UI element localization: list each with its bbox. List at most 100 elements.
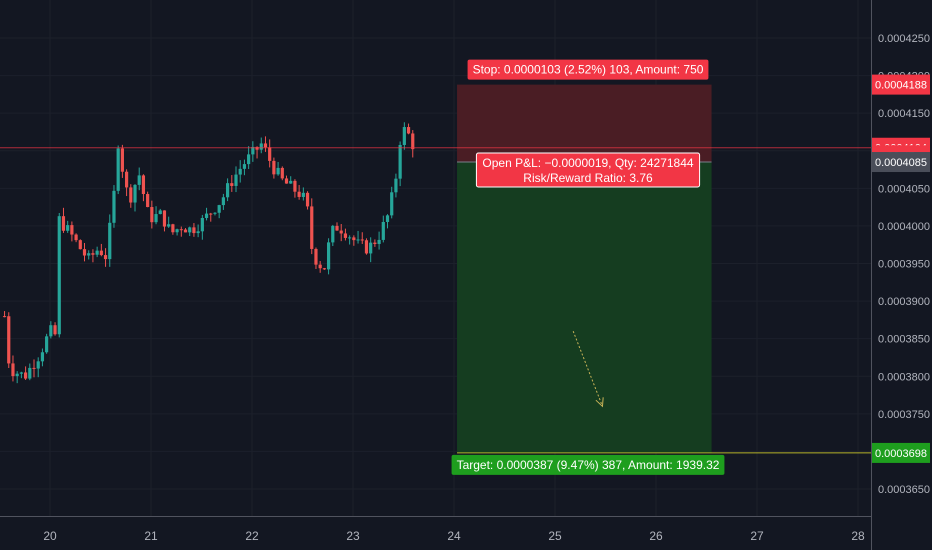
candle-bull <box>238 168 242 175</box>
candle-bear <box>82 249 87 256</box>
candle-bear <box>78 240 82 250</box>
candle-bear <box>411 133 415 150</box>
price-marker-label: 0.0003698 <box>875 448 927 460</box>
time-tick-label: 26 <box>649 529 663 543</box>
candle-bear <box>263 143 268 148</box>
short-position-zone[interactable] <box>457 84 712 453</box>
candle-bear <box>53 325 57 335</box>
stop-label-box <box>467 59 709 80</box>
candle-bull <box>326 242 331 270</box>
risk-zone[interactable] <box>457 84 712 163</box>
candle-bear <box>339 230 343 234</box>
time-tick-label: 21 <box>144 529 158 543</box>
candle-bull <box>137 175 141 185</box>
candle-bear <box>91 253 95 255</box>
candle-bull <box>112 190 116 223</box>
price-marker: 0.0004085 <box>872 152 930 173</box>
candle-bear <box>146 194 150 208</box>
price-tick-label: 0.0004250 <box>878 33 930 45</box>
candle-bull <box>204 213 209 218</box>
candle-bull <box>247 154 251 165</box>
price-marker-label: 0.0004085 <box>875 157 927 169</box>
candle-bull <box>175 229 179 233</box>
candle-bull <box>398 144 402 179</box>
candle-bear <box>322 268 326 270</box>
price-marker-label: 0.0004188 <box>875 80 927 92</box>
candle-bear <box>255 146 259 150</box>
candle-bear <box>314 248 318 265</box>
candle-bull <box>154 214 158 223</box>
candle-bear <box>230 183 234 186</box>
candle-bear <box>272 160 276 175</box>
price-tick-label: 0.0003750 <box>878 409 930 421</box>
pnl-label-line2: Risk/Reward Ratio: 3.76 <box>523 171 653 185</box>
candle-bull <box>369 242 373 254</box>
candle-bull <box>221 197 225 206</box>
candle-bear <box>11 363 15 377</box>
candle-bull <box>390 192 394 216</box>
candle-bear <box>318 264 322 269</box>
candle-bull <box>95 250 99 255</box>
price-tick-label: 0.0003850 <box>878 334 930 346</box>
candle-bull <box>394 178 398 193</box>
candle-bear <box>150 207 154 223</box>
arrow-head[interactable] <box>595 397 604 408</box>
candle-bull <box>45 336 49 353</box>
candle-bear <box>61 216 66 231</box>
candle-bull <box>276 167 280 175</box>
candle-bull <box>200 217 204 232</box>
candle-bull <box>87 253 91 256</box>
candle-bear <box>183 229 188 233</box>
candle-bear <box>192 227 196 234</box>
pnl-label-box <box>475 152 701 188</box>
candle-bull <box>259 143 263 150</box>
candle-bull <box>108 222 112 260</box>
candle-bull <box>377 239 381 244</box>
candle-bear <box>280 167 284 179</box>
candle-bull <box>348 237 352 239</box>
price-marker: 0.0003698 <box>872 442 930 463</box>
candle-bull <box>242 164 247 169</box>
candle-bear <box>343 233 348 238</box>
candle-bull <box>196 231 200 234</box>
projection-arrow[interactable] <box>572 330 604 408</box>
reward-zone[interactable] <box>457 162 712 453</box>
time-axis[interactable]: 20 21 22 23 24 25 26 27 28 <box>43 529 865 543</box>
candle-bull <box>28 367 32 379</box>
time-tick-label: 24 <box>447 529 461 543</box>
candle-bull <box>251 146 255 155</box>
candle-bull <box>167 224 171 227</box>
candle-bull <box>402 127 406 145</box>
candle-bull <box>217 205 221 213</box>
candle-bear <box>171 224 175 233</box>
price-tick-label: 0.0004050 <box>878 183 930 195</box>
candle-bull <box>36 361 40 369</box>
candle-bear <box>141 175 146 195</box>
candle-bear <box>352 237 356 241</box>
candle-bull <box>356 239 360 241</box>
position-labels: Stop: 0.0000103 (2.52%) 103, Amount: 750… <box>451 59 725 475</box>
price-tick-label: 0.0003950 <box>878 259 930 271</box>
price-marker-box <box>872 74 930 95</box>
price-marker: 0.0004188 <box>872 74 930 95</box>
candle-bull <box>301 192 305 197</box>
arrow-shaft[interactable] <box>572 330 603 407</box>
candle-bear <box>32 367 36 369</box>
candle-bear <box>335 225 339 231</box>
candles <box>2 122 415 384</box>
candle-bull <box>57 216 61 335</box>
price-axis[interactable]: 0.00042500.00042000.00041500.00041000.00… <box>878 33 930 496</box>
candle-bear <box>293 180 297 192</box>
price-tick-label: 0.0003650 <box>878 484 930 496</box>
candle-bull <box>289 180 293 184</box>
candle-bull <box>381 221 385 240</box>
candle-bear <box>129 187 133 203</box>
candle-bear <box>268 147 272 161</box>
candle-bull <box>133 184 137 203</box>
candle-bull <box>66 225 70 231</box>
candle-bear <box>74 234 78 241</box>
candle-bear <box>179 229 183 231</box>
time-tick-label: 22 <box>245 529 259 543</box>
candle-bull <box>19 372 23 374</box>
